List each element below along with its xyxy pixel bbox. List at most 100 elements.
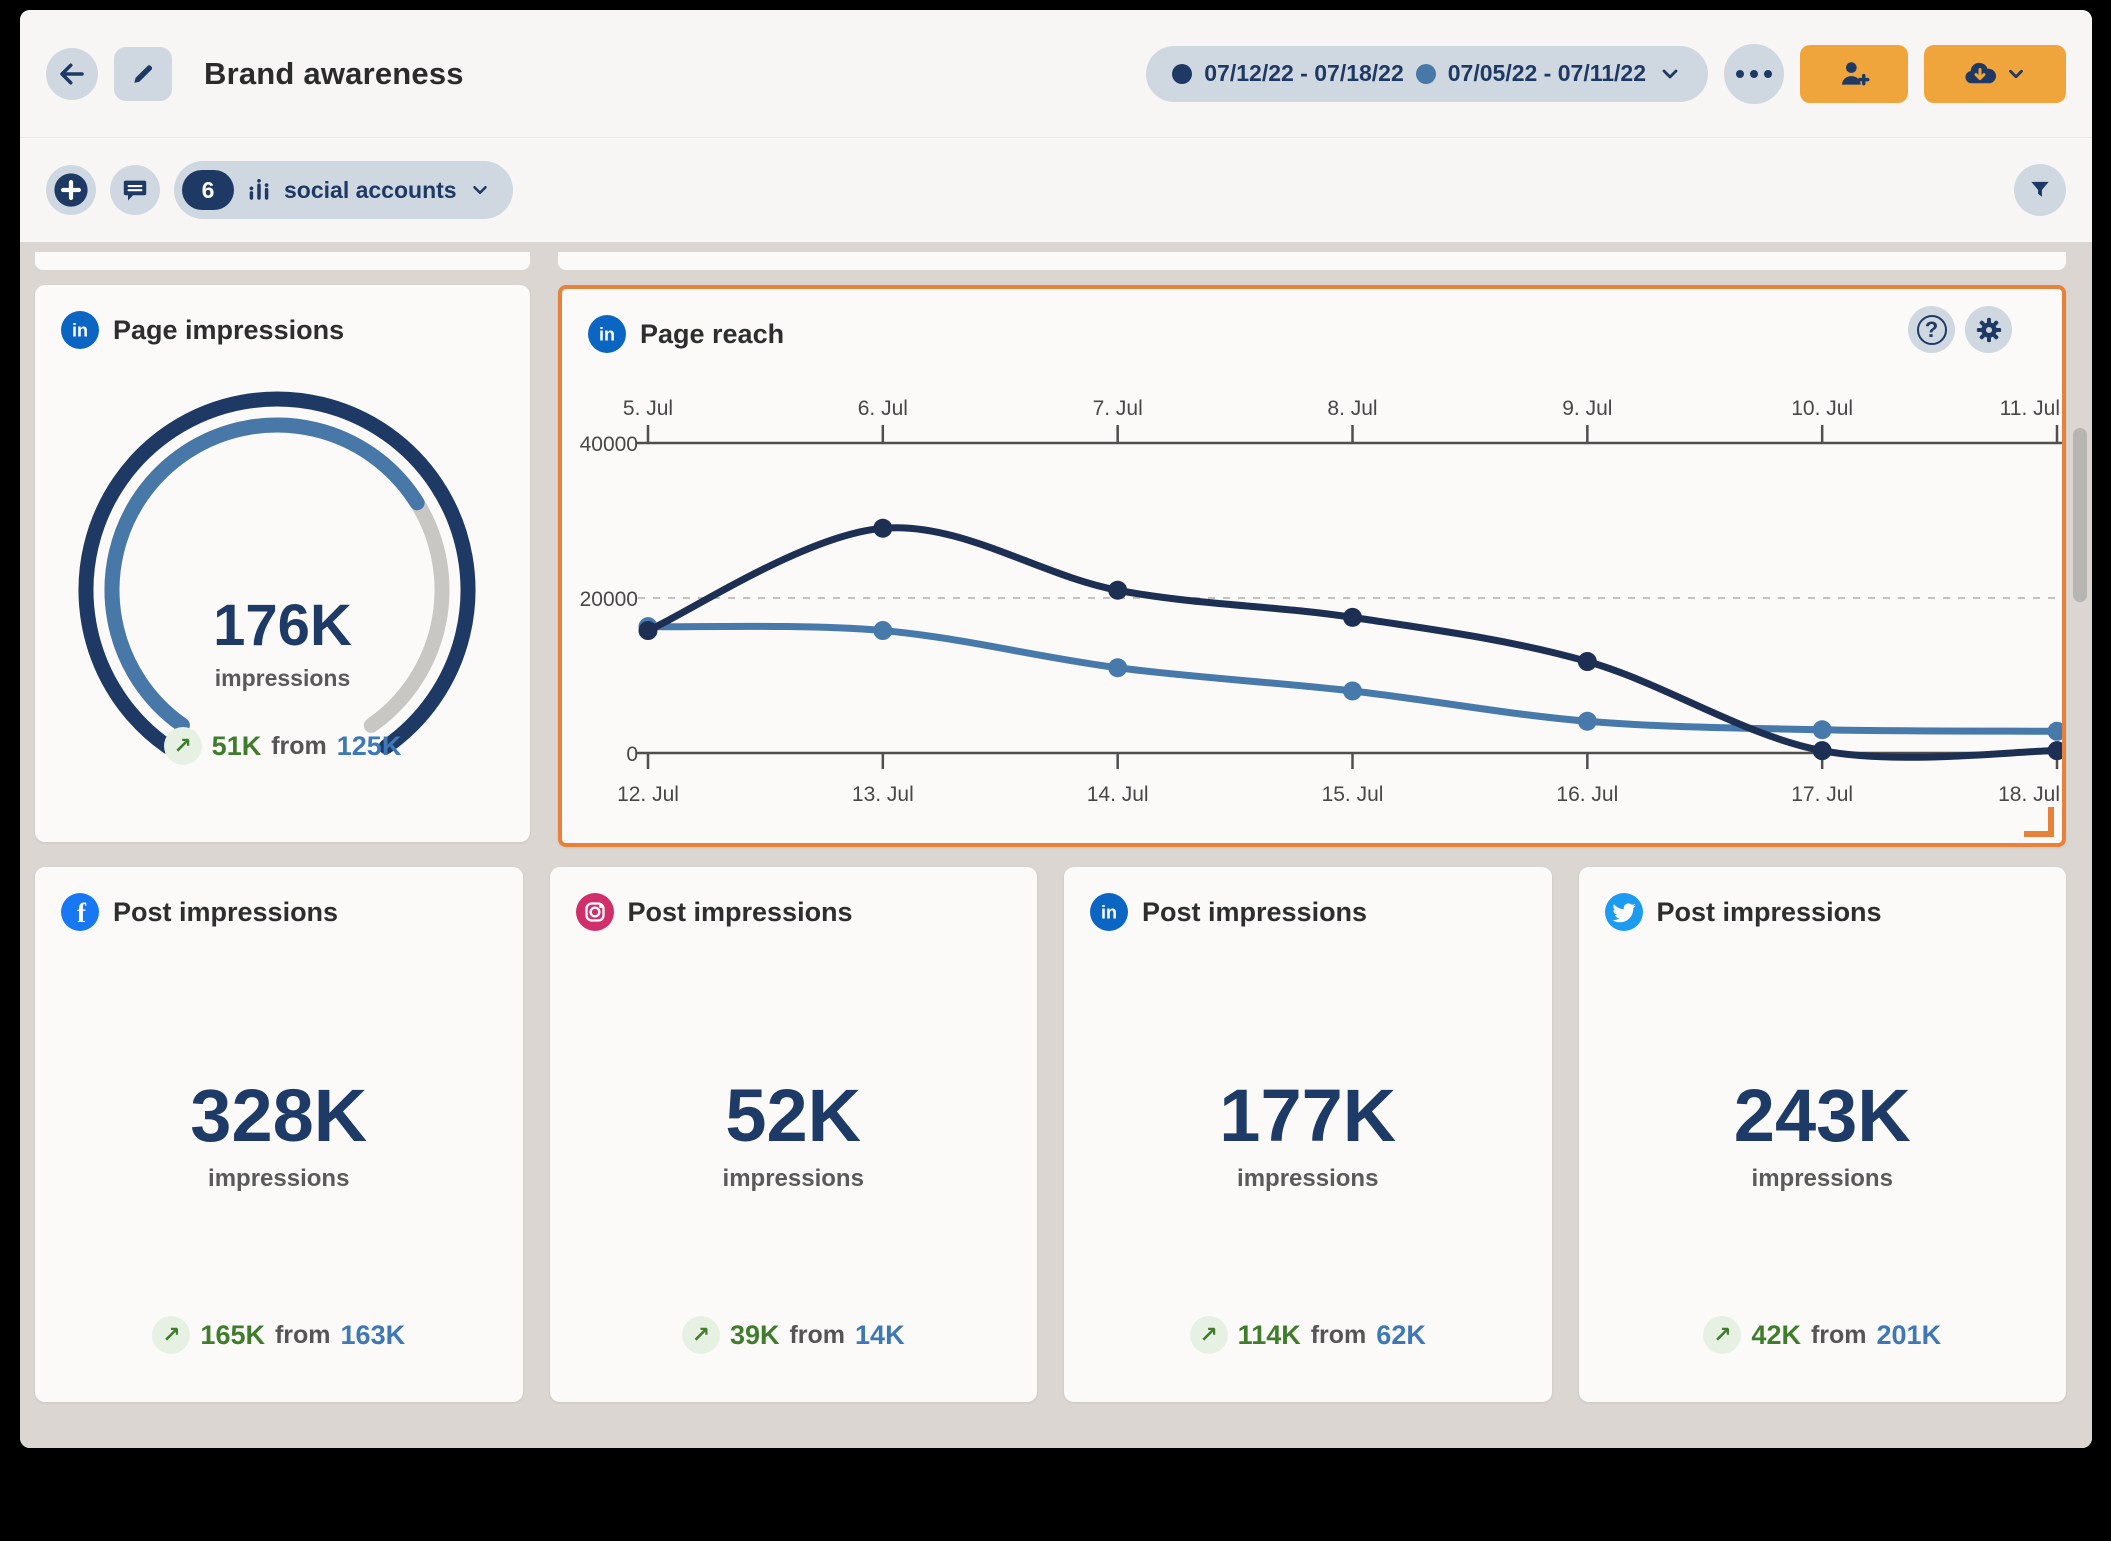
metric-block: 243K impressions [1579,1079,2067,1193]
delta-value: 42K [1751,1319,1801,1350]
current-period-label: 07/12/22 - 07/18/22 [1204,60,1404,86]
metric-block: 328K impressions [35,1079,523,1193]
delta-from-label: from [274,1320,331,1349]
svg-text:5. Jul: 5. Jul [623,397,673,420]
app-window: Brand awareness 07/12/22 - 07/18/22 07/0… [20,10,2092,1448]
page-impressions-card[interactable]: in Page impressions 176K impressions ↗ 5… [35,285,530,842]
metric-block: 177K impressions [1064,1079,1552,1193]
metric-value: 328K [190,1074,368,1157]
cloud-download-icon [1965,62,1997,83]
previous-period-label: 07/05/22 - 07/11/22 [1447,60,1646,86]
post-impressions-card[interactable]: Post impressions 52K impressions ↗ 39K f… [549,867,1038,1402]
svg-text:15. Jul: 15. Jul [1322,783,1384,806]
share-report-button[interactable] [1800,44,1908,103]
svg-text:11. Jul: 11. Jul [2000,397,2060,420]
svg-text:7. Jul: 7. Jul [1093,397,1143,420]
current-period-dot [1172,63,1193,84]
previous-value: 62K [1376,1319,1426,1350]
back-arrow-icon [60,63,84,84]
delta-row: ↗ 165K from 163K [35,1316,523,1354]
delta-row: ↗ 39K from 14K [550,1316,1038,1354]
svg-text:10. Jul: 10. Jul [1791,397,1853,420]
header: Brand awareness 07/12/22 - 07/18/22 07/0… [20,10,2092,138]
trend-up-icon: ↗ [1703,1316,1742,1354]
svg-text:14. Jul: 14. Jul [1087,783,1149,806]
svg-text:0: 0 [626,743,638,766]
svg-text:8. Jul: 8. Jul [1327,397,1377,420]
filter-funnel-icon [2031,181,2049,197]
previous-value: 163K [340,1319,406,1350]
accounts-count-badge: 6 [182,170,234,210]
svg-text:40000: 40000 [580,433,638,456]
page-title: Brand awareness [204,55,464,91]
delta-row: ↗ 114K from 62K [1064,1316,1552,1354]
previous-period-dot [1415,63,1436,84]
social-accounts-selector[interactable]: 6 social accounts [174,161,513,219]
bar-chart-icon [249,178,269,200]
partial-card-above-left [35,252,530,270]
dashboard-content: in Page impressions 176K impressions ↗ 5… [20,242,2092,1448]
post-impressions-card[interactable]: f Post impressions 328K impressions ↗ 16… [35,867,523,1402]
page-reach-card[interactable]: in Page reach ? 5. Jul 12. Jul 6. Jul 13. J… [558,285,2066,847]
chart-actions: ? [1908,306,2012,353]
linkedin-icon: in [588,315,626,353]
export-button[interactable] [1924,44,2066,103]
trend-up-icon: ↗ [1189,1316,1228,1354]
comment-icon [123,180,147,201]
metric-value: 176K [213,593,352,658]
delta-row: ↗ 42K from 201K [1579,1316,2067,1354]
post-impressions-card[interactable]: in Post impressions 177K impressions ↗ 1… [1064,867,1552,1402]
resize-handle[interactable] [2024,807,2054,837]
delta-from-label: from [789,1320,846,1349]
trend-up-icon: ↗ [681,1316,720,1354]
settings-button[interactable] [1965,306,2012,353]
ellipsis-icon [1736,69,1772,78]
person-add-icon [1842,61,1870,85]
back-button[interactable] [46,47,98,100]
more-options-button[interactable] [1724,43,1784,104]
chevron-down-icon [2009,69,2023,78]
svg-text:20000: 20000 [580,588,638,611]
comments-button[interactable] [110,165,160,215]
metric-unit: impressions [1237,1165,1379,1192]
edit-button[interactable] [114,46,172,101]
gear-icon [1976,317,2001,342]
sub-toolbar: 6 social accounts [20,138,2092,242]
metric-value: 243K [1733,1074,1911,1157]
delta-from-label: from [271,731,327,760]
svg-text:13. Jul: 13. Jul [852,783,914,806]
svg-text:in: in [72,321,88,341]
pencil-icon [134,64,153,83]
previous-value: 125K [336,730,402,761]
instagram-icon [575,893,614,931]
card-title: Page impressions [113,314,345,345]
question-mark-icon: ? [1916,314,1947,345]
chevron-down-icon [1662,69,1678,78]
post-impressions-row: f Post impressions 328K impressions ↗ 16… [35,867,2066,1402]
delta-value: 165K [200,1319,265,1350]
trend-up-icon: ↗ [163,727,202,765]
accounts-label: social accounts [284,176,457,203]
metric-unit: impressions [214,665,351,691]
partial-card-above-right [558,252,2066,270]
gauge-center: 176K impressions [35,597,530,692]
svg-text:f: f [77,898,87,928]
help-button[interactable]: ? [1908,306,1955,353]
vertical-scrollbar[interactable] [2073,428,2087,602]
delta-from-label: from [1810,1320,1867,1349]
card-title: Post impressions [113,896,339,927]
filter-button[interactable] [2014,164,2066,216]
svg-text:6. Jul: 6. Jul [858,397,908,420]
delta-value: 51K [211,730,262,761]
delta-row: ↗ 51K from 125K [35,727,530,765]
delta-from-label: from [1310,1320,1367,1349]
svg-text:in: in [599,325,615,345]
metric-value: 177K [1219,1074,1397,1157]
post-impressions-card[interactable]: Post impressions 243K impressions ↗ 42K … [1578,867,2067,1402]
add-button[interactable] [46,165,96,215]
previous-value: 201K [1876,1319,1942,1350]
card-title: Post impressions [627,896,853,927]
trend-up-icon: ↗ [152,1316,191,1354]
svg-text:12. Jul: 12. Jul [617,783,679,806]
date-range-selector[interactable]: 07/12/22 - 07/18/22 07/05/22 - 07/11/22 [1146,45,1708,102]
